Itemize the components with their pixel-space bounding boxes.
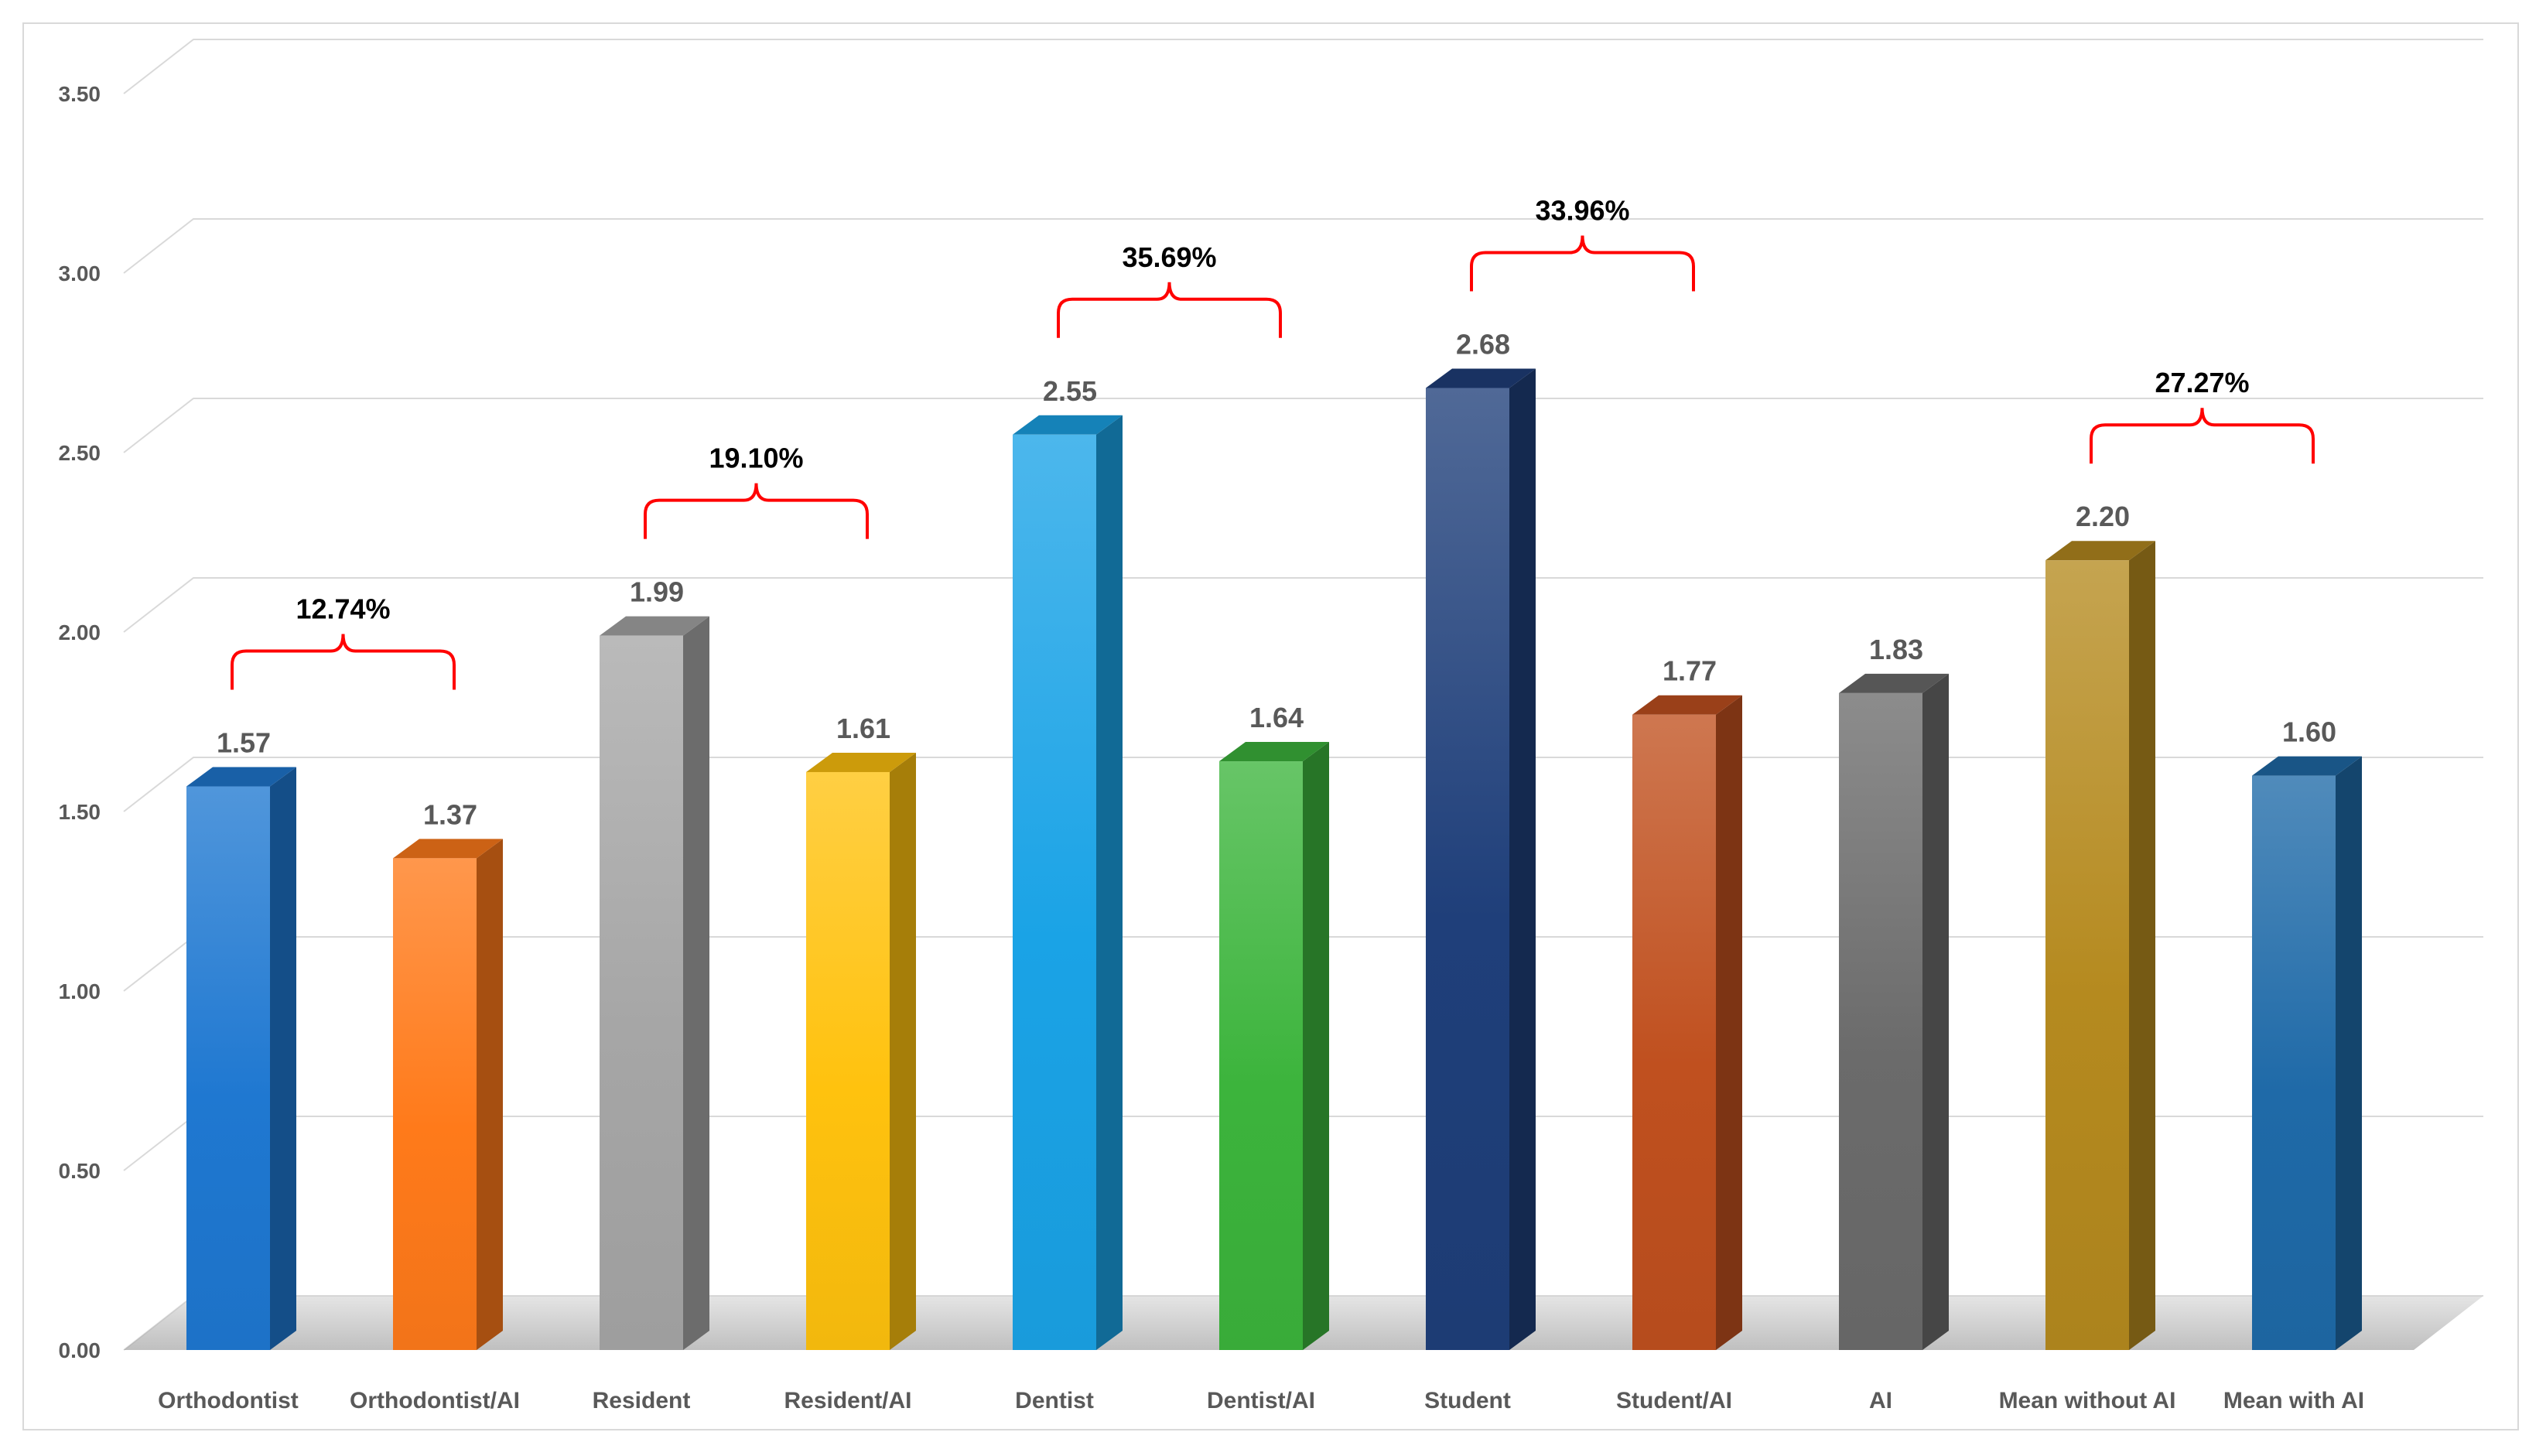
- bar-front: [186, 786, 270, 1350]
- bar-orthodontist: [186, 767, 296, 1350]
- bar-top: [1013, 415, 1123, 435]
- bar-front: [2045, 560, 2129, 1350]
- bar-top: [2045, 541, 2155, 561]
- x-tick-label: Dentist: [1015, 1388, 1094, 1413]
- data-label: 1.64: [1249, 702, 1304, 733]
- data-label: 2.55: [1043, 375, 1097, 407]
- bar-side: [1922, 673, 1949, 1350]
- difference-label: 27.27%: [2155, 367, 2249, 398]
- bar-front: [806, 771, 890, 1350]
- difference-brace: [1057, 282, 1282, 338]
- y-tick-label: 1.50: [59, 800, 101, 824]
- bar-resident-ai: [806, 752, 916, 1350]
- bar-ai: [1839, 673, 1949, 1350]
- y-tick-label: 3.50: [59, 82, 101, 106]
- difference-label: 35.69%: [1122, 241, 1216, 273]
- y-tick-label: 2.00: [59, 620, 101, 644]
- difference-brace: [1470, 235, 1695, 292]
- y-tick-label: 2.50: [59, 441, 101, 465]
- x-tick-label: Student: [1424, 1388, 1511, 1413]
- x-tick-label: Resident: [593, 1388, 691, 1413]
- bar-front: [393, 858, 477, 1350]
- bar-dentist-ai: [1219, 742, 1329, 1350]
- x-tick-label: Orthodontist/AI: [350, 1388, 520, 1413]
- bar-side: [2336, 756, 2362, 1350]
- x-tick-label: AI: [1869, 1388, 1892, 1413]
- data-label: 1.83: [1869, 634, 1923, 665]
- x-tick-label: Resident/AI: [784, 1388, 911, 1413]
- data-label: 1.37: [423, 798, 477, 830]
- bar-top: [2252, 756, 2362, 776]
- bar-top: [806, 752, 916, 772]
- x-tick-label: Dentist/AI: [1207, 1388, 1315, 1413]
- bar-top: [1839, 673, 1949, 693]
- bar-side: [2129, 541, 2155, 1351]
- bar-side: [890, 752, 916, 1350]
- x-tick-label: Orthodontist: [158, 1388, 299, 1413]
- bar-mean-without-ai: [2045, 541, 2155, 1351]
- bar-top: [1426, 368, 1536, 388]
- difference-brace: [231, 634, 456, 690]
- data-label: 2.68: [1456, 328, 1510, 360]
- difference-brace: [644, 483, 869, 539]
- bar-side: [1716, 695, 1742, 1350]
- bar-student: [1426, 368, 1536, 1351]
- bar-top: [600, 616, 709, 636]
- bar-top: [186, 767, 296, 787]
- gridline: [123, 577, 2483, 633]
- bar-top: [1632, 695, 1742, 715]
- y-tick-label: 1.00: [59, 979, 101, 1003]
- x-tick-label: Student/AI: [1616, 1388, 1732, 1413]
- bar-front: [600, 635, 683, 1350]
- data-label: 1.60: [2282, 716, 2336, 748]
- y-tick-label: 0.50: [59, 1159, 101, 1183]
- gridline: [123, 39, 2483, 94]
- bar-side: [1509, 368, 1536, 1351]
- x-tick-label: Mean with AI: [2223, 1388, 2364, 1413]
- x-tick-label: Mean without AI: [1999, 1388, 2176, 1413]
- gridline: [123, 398, 2483, 453]
- bar-side: [683, 616, 709, 1350]
- gridline: [123, 218, 2483, 274]
- bar-front: [1426, 388, 1509, 1351]
- bar-side: [477, 839, 503, 1350]
- bar-side: [1303, 742, 1329, 1350]
- bar-orthodontist-ai: [393, 839, 503, 1350]
- bar-mean-with-ai: [2252, 756, 2362, 1350]
- data-label: 1.61: [836, 713, 890, 744]
- difference-label: 19.10%: [709, 443, 803, 474]
- bar-front: [2252, 775, 2336, 1350]
- bar-front: [1219, 761, 1303, 1350]
- bar-resident: [600, 616, 709, 1350]
- y-tick-label: 3.00: [59, 261, 101, 285]
- bar-front: [1013, 434, 1096, 1350]
- bar-top: [393, 839, 503, 859]
- y-tick-label: 0.00: [59, 1338, 101, 1362]
- chart-border: [22, 22, 2519, 1430]
- difference-brace: [2090, 408, 2315, 464]
- bar-student-ai: [1632, 695, 1742, 1350]
- difference-label: 33.96%: [1535, 194, 1629, 226]
- bar-front: [1839, 692, 1922, 1350]
- bar-top: [1219, 742, 1329, 762]
- bar-dentist: [1013, 415, 1123, 1350]
- data-label: 2.20: [2076, 501, 2130, 532]
- bar-side: [270, 767, 296, 1350]
- data-label: 1.77: [1663, 655, 1717, 687]
- bar-front: [1632, 714, 1716, 1350]
- difference-label: 12.74%: [296, 593, 390, 625]
- data-label: 1.57: [217, 727, 271, 759]
- bar-side: [1096, 415, 1123, 1350]
- data-label: 1.99: [630, 576, 684, 608]
